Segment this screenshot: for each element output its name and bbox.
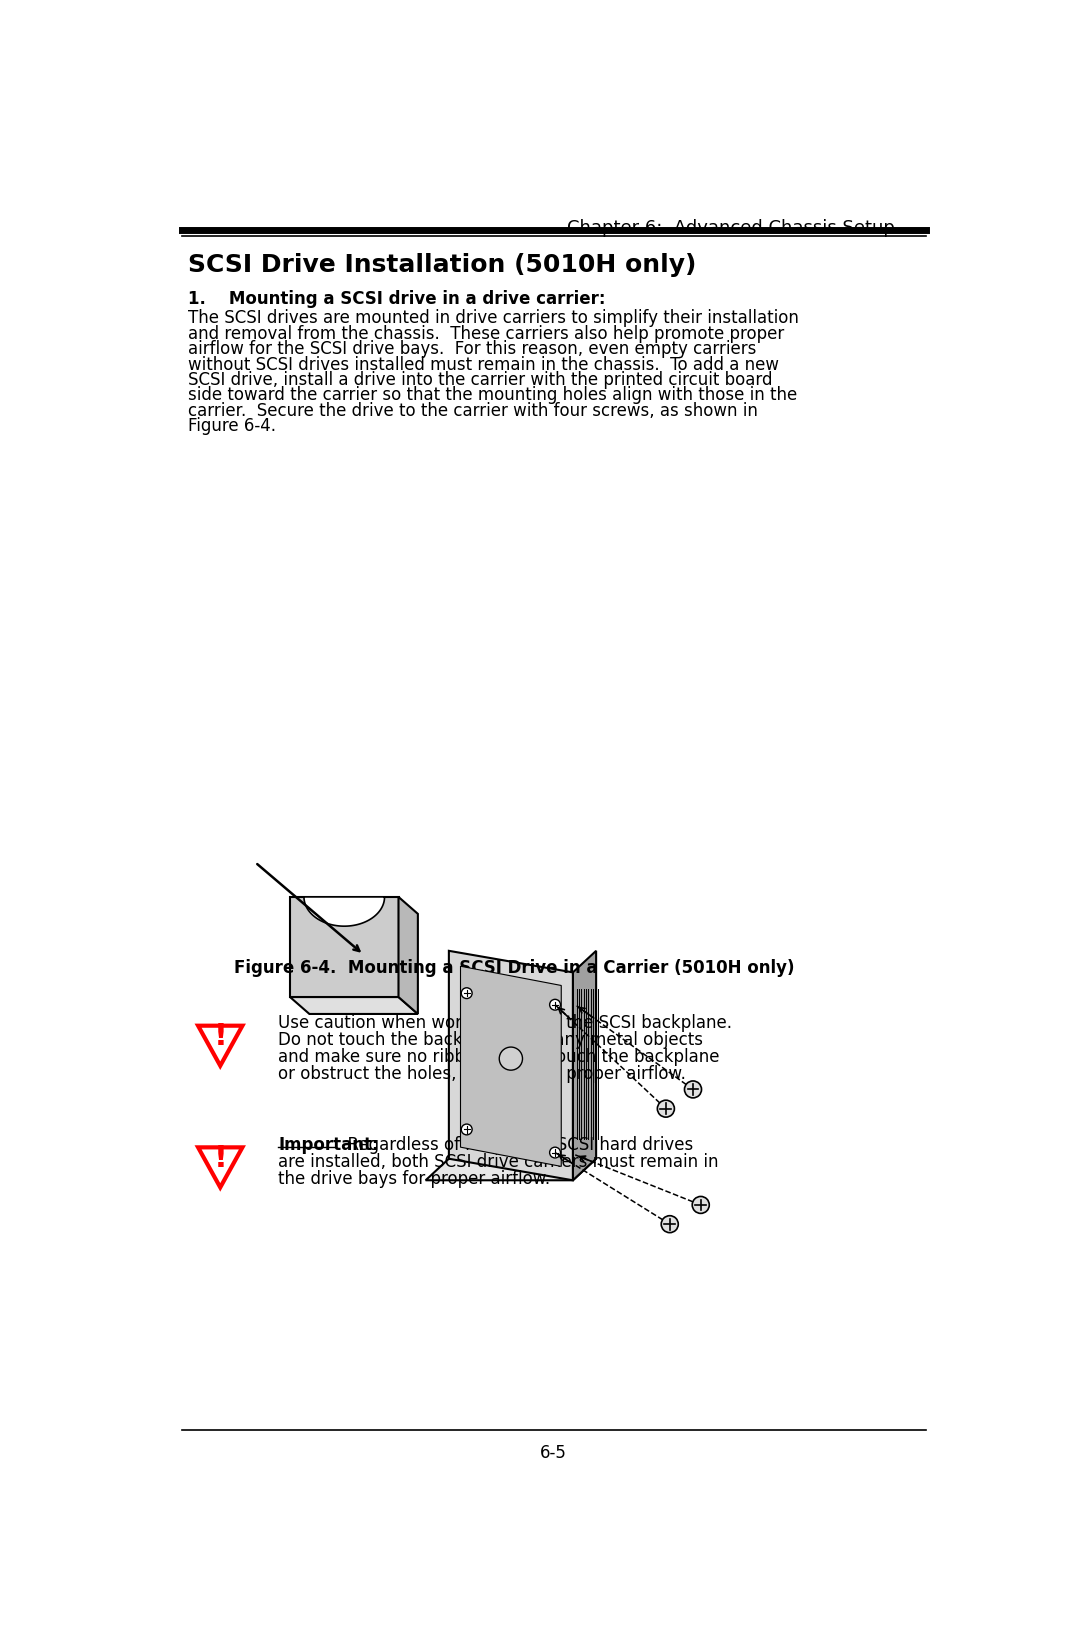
Circle shape [461, 987, 472, 999]
Text: are installed, both SCSI drive carriers must remain in: are installed, both SCSI drive carriers … [279, 1152, 719, 1170]
Circle shape [550, 999, 561, 1010]
Text: and make sure no ribbon cables touch the backplane: and make sure no ribbon cables touch the… [279, 1048, 720, 1066]
Text: Chapter 6:  Advanced Chassis Setup: Chapter 6: Advanced Chassis Setup [567, 219, 894, 237]
Circle shape [499, 1046, 523, 1070]
Polygon shape [198, 1025, 242, 1066]
Text: and removal from the chassis.  These carriers also help promote proper: and removal from the chassis. These carr… [188, 325, 784, 343]
Text: Use caution when working around the SCSI backplane.: Use caution when working around the SCSI… [279, 1014, 732, 1032]
Polygon shape [291, 897, 399, 926]
Circle shape [685, 1081, 702, 1098]
Text: side toward the carrier so that the mounting holes align with those in the: side toward the carrier so that the moun… [188, 386, 797, 404]
Text: without SCSI drives installed must remain in the chassis.  To add a new: without SCSI drives installed must remai… [188, 356, 779, 374]
Text: the drive bays for proper airflow.: the drive bays for proper airflow. [279, 1170, 551, 1188]
Text: Figure 6-4.: Figure 6-4. [188, 417, 275, 435]
Text: Regardless of how many SCSI hard drives: Regardless of how many SCSI hard drives [337, 1135, 693, 1154]
Text: The SCSI drives are mounted in drive carriers to simplify their installation: The SCSI drives are mounted in drive car… [188, 310, 798, 328]
Text: 1.    Mounting a SCSI drive in a drive carrier:: 1. Mounting a SCSI drive in a drive carr… [188, 290, 605, 308]
Text: SCSI Drive Installation (5010H only): SCSI Drive Installation (5010H only) [188, 254, 697, 277]
Polygon shape [426, 1159, 596, 1180]
Circle shape [461, 1124, 472, 1135]
Circle shape [661, 1216, 678, 1233]
Polygon shape [460, 966, 562, 1167]
Text: Important:: Important: [279, 1135, 379, 1154]
Text: SCSI drive, install a drive into the carrier with the printed circuit board: SCSI drive, install a drive into the car… [188, 371, 772, 389]
Polygon shape [291, 997, 418, 1014]
Text: carrier.  Secure the drive to the carrier with four screws, as shown in: carrier. Secure the drive to the carrier… [188, 402, 757, 420]
Polygon shape [198, 1147, 242, 1188]
Circle shape [550, 1147, 561, 1159]
Circle shape [658, 1101, 674, 1117]
Polygon shape [291, 897, 399, 997]
Polygon shape [572, 951, 596, 1180]
Text: airflow for the SCSI drive bays.  For this reason, even empty carriers: airflow for the SCSI drive bays. For thi… [188, 339, 756, 358]
Text: !: ! [214, 1022, 227, 1051]
Polygon shape [449, 951, 572, 1180]
Circle shape [692, 1196, 710, 1213]
Text: or obstruct the holes, which aid in proper airflow.: or obstruct the holes, which aid in prop… [279, 1065, 686, 1083]
Text: !: ! [214, 1144, 227, 1173]
Polygon shape [399, 897, 418, 1014]
Text: Figure 6-4.  Mounting a SCSI Drive in a Carrier (5010H only): Figure 6-4. Mounting a SCSI Drive in a C… [234, 959, 795, 977]
Text: Do not touch the backplane with any metal objects: Do not touch the backplane with any meta… [279, 1032, 703, 1048]
Text: 6-5: 6-5 [540, 1444, 567, 1462]
